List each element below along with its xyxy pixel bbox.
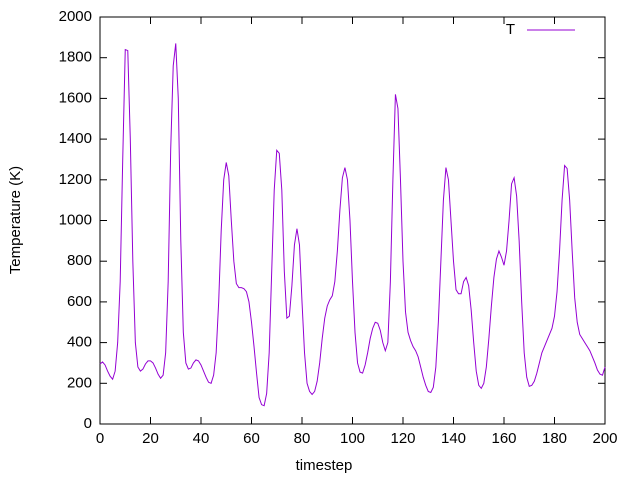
x-tick-label: 60 <box>243 430 260 447</box>
y-tick-label: 1800 <box>59 49 92 66</box>
legend-label: T <box>506 21 515 38</box>
y-tick-label: 2000 <box>59 8 92 25</box>
y-tick-label: 400 <box>67 334 92 351</box>
y-tick-label: 800 <box>67 252 92 269</box>
x-tick-label: 0 <box>96 430 104 447</box>
y-axis-label: Temperature (K) <box>7 166 24 274</box>
x-tick-label: 100 <box>340 430 365 447</box>
y-tick-label: 1400 <box>59 130 92 147</box>
y-tick-label: 1000 <box>59 211 92 228</box>
x-tick-label: 160 <box>491 430 516 447</box>
x-tick-label: 120 <box>390 430 415 447</box>
x-axis-label: timestep <box>296 457 353 474</box>
x-tick-label: 140 <box>441 430 466 447</box>
plot-border <box>99 16 606 425</box>
x-tick-label: 40 <box>193 430 210 447</box>
x-tick-label: 20 <box>142 430 159 447</box>
y-tick-label: 1200 <box>59 171 92 188</box>
x-tick-label: 180 <box>542 430 567 447</box>
y-tick-label: 1600 <box>59 89 92 106</box>
data-line <box>99 43 606 407</box>
y-tick-label: 200 <box>67 374 92 391</box>
x-tick-label: 200 <box>592 430 617 447</box>
y-tick-label: 0 <box>84 415 92 432</box>
x-tick-label: 80 <box>294 430 311 447</box>
y-tick-label: 600 <box>67 293 92 310</box>
